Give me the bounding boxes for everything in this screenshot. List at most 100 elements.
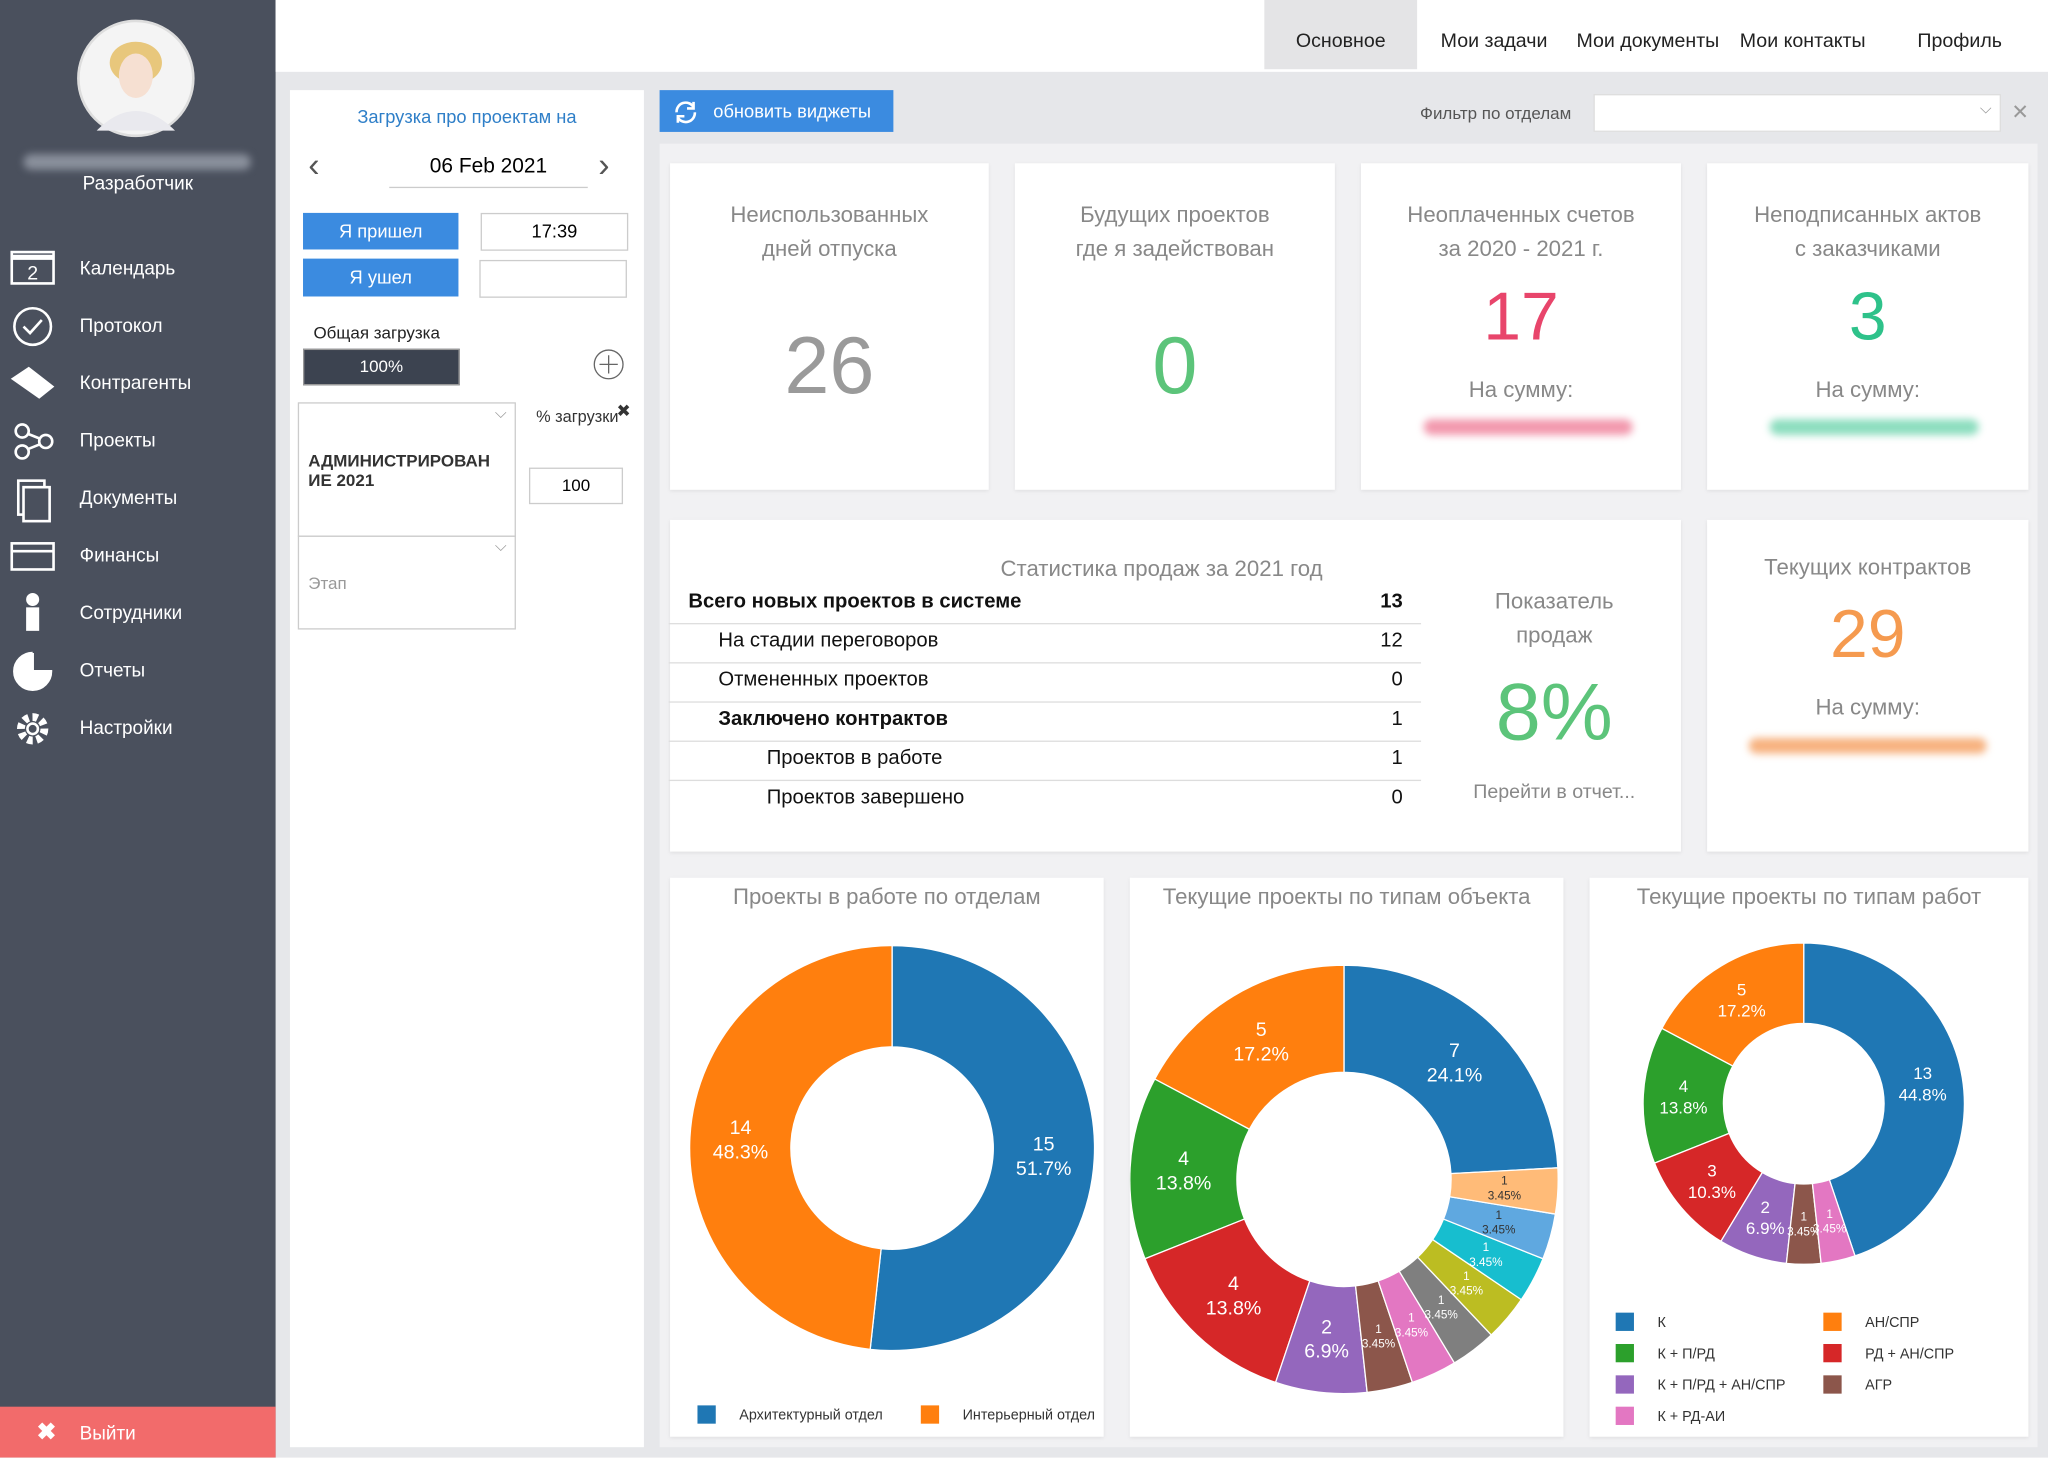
legend-label: Интерьерный отдел <box>963 1408 1095 1424</box>
pie-slice <box>1811 1178 1856 1265</box>
widget-title-line: с заказчиками <box>1794 236 1941 262</box>
left-time[interactable] <box>479 259 627 298</box>
slice-percent: 17.2% <box>1233 1043 1289 1065</box>
contracts-value: 29 <box>1829 596 1906 673</box>
blurred-sum <box>1748 737 1987 754</box>
chevron: ⌵ <box>494 403 507 422</box>
prev-date[interactable]: ‹ <box>308 144 320 185</box>
blurred-sum <box>1423 419 1633 435</box>
arrived-button[interactable]: Я пришел <box>303 212 459 250</box>
slice-percent: 3.45% <box>1395 1326 1429 1339</box>
legend-label: К + П/РД <box>1657 1346 1715 1362</box>
project-select[interactable]: ⌵ АДМИНИСТРИРОВАНИЕ 2021 <box>297 402 516 537</box>
menu-item[interactable]: Протокол <box>79 316 163 337</box>
menu-item[interactable]: Документы <box>79 488 178 510</box>
legend-label: К <box>1657 1315 1666 1331</box>
sales-card: Статистика продаж за 2021 год Показатель… <box>670 519 1681 852</box>
pie-slice <box>1442 1196 1557 1260</box>
sales-row-label: На стадии переговоров <box>718 629 939 652</box>
filter-label: Фильтр по отделам <box>1420 103 1572 123</box>
chart: Проекты в работе по отделам 15 51.7% 1448.3… <box>688 884 1096 1424</box>
widget-sum-label: На сумму: <box>1468 377 1574 403</box>
legend-label: РД + АН/СПР <box>1865 1346 1954 1362</box>
slice-count: 14 <box>730 1117 752 1139</box>
filter-select[interactable]: ⌵ <box>1593 94 2001 132</box>
slice-percent: 3.45% <box>1787 1225 1821 1238</box>
slice-count: 1 <box>1496 1209 1503 1222</box>
menu-item[interactable]: Контрагенты <box>79 373 192 395</box>
sales-row: Отмененных проектов 0 <box>668 664 1422 703</box>
menu-item[interactable]: Сотрудники <box>79 603 183 625</box>
slice-percent: 44.8% <box>1899 1085 1947 1104</box>
sales-row-value: 12 <box>1380 629 1403 652</box>
indicator-title-line: продаж <box>1516 623 1593 648</box>
legend-swatch <box>1615 1375 1634 1394</box>
tab-active[interactable]: Основное <box>1264 0 1418 70</box>
logout-button[interactable]: ✖ Выйти <box>0 1406 276 1458</box>
menu-item[interactable]: Календарь <box>79 258 176 280</box>
tab[interactable]: Профиль <box>1917 30 2002 53</box>
remove-button[interactable]: ✖ <box>616 400 631 421</box>
slice-count: 4 <box>1178 1148 1189 1170</box>
tab[interactable]: Мои документы <box>1576 30 1720 53</box>
widget-title-line: Неиспользованных <box>730 202 929 228</box>
sales-row-value: 1 <box>1391 707 1403 731</box>
menu-item[interactable]: Финансы <box>79 545 160 567</box>
widget-card: Неиспользованных дней отпуска 26 <box>670 163 989 490</box>
slice-percent: 10.3% <box>1688 1183 1736 1202</box>
workload-panel: Загрузка про проектам на ‹ › 06 Feb 2021… <box>289 90 644 1448</box>
widget-title-line: где я задействован <box>1075 236 1275 262</box>
menu-icons: 2 <box>10 250 55 745</box>
slice-percent: 3.45% <box>1450 1285 1484 1298</box>
slice-count: 1 <box>1463 1270 1470 1283</box>
stage-placeholder: Этап <box>308 573 347 593</box>
date[interactable]: 06 Feb 2021 <box>389 155 588 189</box>
legend-swatch <box>920 1405 940 1424</box>
arrived-time[interactable]: 17:39 <box>480 212 629 251</box>
widget-title-line: Будущих проектов <box>1080 202 1270 228</box>
legend-swatch <box>697 1405 716 1424</box>
legend-swatch <box>1823 1343 1842 1363</box>
sales-row-label: Проектов в работе <box>766 747 943 770</box>
blurred-name <box>23 154 251 170</box>
pie-slice <box>1274 1280 1368 1395</box>
left-button[interactable]: Я ушел <box>303 258 459 297</box>
pie-slice <box>1398 1256 1493 1364</box>
legend-label: К + РД-АИ <box>1657 1409 1725 1425</box>
indicator-value: 8% <box>1495 667 1613 758</box>
legend-swatch <box>1615 1343 1634 1363</box>
refresh-button[interactable]: обновить виджеты <box>659 90 894 132</box>
slice-percent: 6.9% <box>1304 1341 1349 1363</box>
legend-label: К + П/РД + АН/СПР <box>1657 1378 1785 1394</box>
legend-swatch <box>1823 1375 1842 1394</box>
menu-item[interactable]: Проекты <box>79 431 156 452</box>
contracts-title: Текущих контрактов <box>1764 555 1972 580</box>
filter-clear[interactable]: ✕ <box>2011 101 2029 125</box>
slice-percent: 24.1% <box>1427 1064 1483 1086</box>
slice-percent: 13.8% <box>1206 1298 1262 1320</box>
slice-count: 2 <box>1321 1316 1332 1338</box>
legend-swatch <box>1823 1312 1842 1331</box>
chart-card: Текущие проекты по типам объекта 7 24.1% 5 1… <box>1129 877 1564 1437</box>
widget-title: Будущих проектов где я задействован <box>1015 199 1335 267</box>
percent-label: % загрузки <box>536 407 619 426</box>
menu-item[interactable]: Настройки <box>79 718 173 740</box>
pie-slice <box>1431 1218 1544 1301</box>
slice-count: 2 <box>1761 1198 1770 1217</box>
menu-item[interactable]: Отчеты <box>79 660 146 682</box>
add-button[interactable] <box>593 349 627 383</box>
stage-select[interactable]: ⌵ Этап <box>297 535 516 630</box>
chart: Текущие проекты по типам работ1344.8%517… <box>1615 884 1981 1425</box>
indicator-link[interactable]: Перейти в отчет... <box>1473 781 1636 804</box>
total-label: Общая загрузка <box>313 322 440 343</box>
slice-percent: 3.45% <box>1469 1256 1503 1269</box>
tab[interactable]: Мои контакты <box>1739 30 1866 53</box>
sales-row-label: Отмененных проектов <box>718 668 929 691</box>
next-date[interactable]: › <box>598 144 610 185</box>
tab[interactable]: Мои задачи <box>1440 30 1548 53</box>
sales-row: Всего новых проектов в системе 13 <box>668 585 1422 625</box>
percent-input[interactable]: 100 <box>528 467 624 505</box>
widget-sum-label: На сумму: <box>1815 377 1921 403</box>
